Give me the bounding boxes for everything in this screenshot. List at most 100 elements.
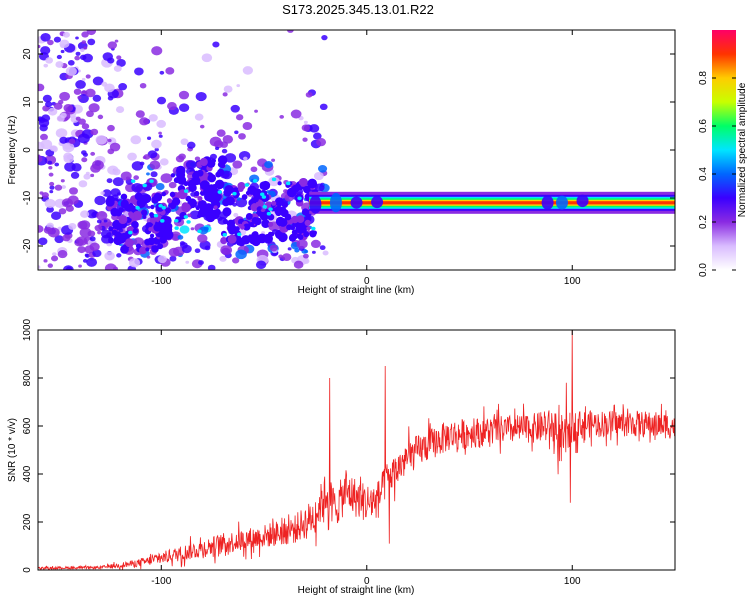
spectrogram-noise-blob xyxy=(62,31,70,38)
spectrogram-noise-blob xyxy=(38,265,41,269)
spectrogram-band-blob xyxy=(187,179,196,189)
spectrogram-band-blob xyxy=(306,226,311,231)
spectrogram-band-blob xyxy=(142,214,147,220)
spectrogram-band-blob xyxy=(118,215,128,225)
spectrogram-band-blob xyxy=(117,235,126,244)
colorbar-tick-label: 0.0 xyxy=(698,263,709,277)
spectrogram-noise-blob xyxy=(41,192,49,199)
spectrogram-band-blob xyxy=(296,233,301,238)
spectrogram-noise-blob xyxy=(48,166,53,170)
spectrogram-band-blob xyxy=(286,224,293,231)
spectrogram-noise-blob xyxy=(290,109,302,119)
spectrogram-band-blob xyxy=(173,177,180,184)
spectrogram-band-blob xyxy=(151,245,159,253)
spectrogram-band-blob xyxy=(275,216,285,226)
spectrogram-noise-blob xyxy=(75,236,88,246)
spectrogram-band-blob xyxy=(241,194,248,200)
spectrogram-band-blob xyxy=(162,229,171,239)
spectrogram-noise-blob xyxy=(236,197,241,201)
spectrogram-noise-blob xyxy=(313,171,324,181)
spectrogram-noise-blob xyxy=(286,30,294,33)
spectrogram-bright-spot xyxy=(161,205,166,210)
spectrogram-noise-blob xyxy=(154,147,159,152)
spectrogram-y-tick-label: 20 xyxy=(22,48,33,60)
spectrogram-band-blob xyxy=(149,217,156,224)
spectrogram-bright-spot xyxy=(271,177,277,182)
colorbar-tick-label: 0.4 xyxy=(698,167,709,181)
spectrogram-bright-spot xyxy=(186,220,191,224)
spectrogram-noise-blob xyxy=(38,44,41,49)
spectrogram-tone-wiggle xyxy=(309,195,322,214)
spectrogram-noise-blob xyxy=(95,135,107,145)
spectrogram-noise-blob xyxy=(77,220,88,230)
spectrogram-band-blob xyxy=(259,181,269,191)
spectrogram-noise-blob xyxy=(109,142,121,152)
spectrogram-band-blob xyxy=(150,204,155,210)
spectrogram-band-blob xyxy=(196,214,202,219)
spectrogram-bright-spot xyxy=(261,195,267,199)
spectrogram-band-blob xyxy=(217,161,224,168)
spectrogram-noise-blob xyxy=(75,51,81,56)
spectrogram-noise-blob xyxy=(81,90,87,94)
colorbar-label: Normalized spectral amplitude xyxy=(737,82,748,217)
spectrogram-noise-blob xyxy=(222,92,228,97)
spectrogram-noise-blob xyxy=(97,114,104,120)
spectrogram-noise-blob xyxy=(100,191,105,195)
spectrogram-noise-blob xyxy=(173,246,185,257)
spectrogram-noise-blob xyxy=(63,265,74,270)
spectrogram-noise-blob xyxy=(67,60,75,66)
spectrogram-band-blob xyxy=(268,221,274,227)
spectrogram-noise-blob xyxy=(167,102,177,111)
spectrogram-noise-blob xyxy=(49,145,57,152)
spectrogram-bright-spot xyxy=(252,179,258,183)
spectrogram-noise-blob xyxy=(63,154,74,164)
spectrogram-noise-blob xyxy=(209,153,217,160)
spectrogram-band-blob xyxy=(135,243,141,249)
snr-y-tick-label: 200 xyxy=(22,513,33,530)
spectrogram-noise-blob xyxy=(55,61,64,68)
spectrogram-noise-blob xyxy=(233,212,239,218)
spectrogram-noise-blob xyxy=(317,164,328,173)
spectrogram-tone-wiggle xyxy=(329,192,342,213)
spectrogram-noise-blob xyxy=(97,230,102,235)
spectrogram-noise-blob xyxy=(60,49,65,54)
spectrogram-noise-blob xyxy=(236,84,241,88)
spectrogram-noise-blob xyxy=(159,70,165,75)
snr-x-label: Height of straight line (km) xyxy=(298,585,415,596)
spectrogram-noise-blob xyxy=(255,260,267,269)
spectrogram-noise-blob xyxy=(46,206,54,213)
spectrogram-band-blob xyxy=(165,207,172,214)
spectrogram-bright-spot xyxy=(260,192,265,197)
spectrogram-noise-blob xyxy=(178,90,190,100)
spectrogram-band-blob xyxy=(181,203,191,213)
spectrogram-noise-blob xyxy=(54,184,63,191)
spectrogram-noise-blob xyxy=(151,46,163,56)
spectrogram-noise-blob xyxy=(49,190,54,194)
spectrogram-bright-spot xyxy=(311,226,316,231)
spectrogram-bright-spot xyxy=(135,205,140,210)
spectrogram-noise-blob xyxy=(60,179,65,183)
spectrogram-band-blob xyxy=(295,223,305,234)
spectrogram-noise-blob xyxy=(79,227,92,238)
spectrogram-band-blob xyxy=(199,180,210,191)
spectrogram-noise-blob xyxy=(143,154,151,160)
spectrogram-band-blob xyxy=(222,207,232,217)
spectrogram-noise-blob xyxy=(78,94,89,104)
spectrogram-band-blob xyxy=(204,191,214,202)
spectrogram-noise-blob xyxy=(78,180,88,188)
spectrogram-noise-blob xyxy=(118,83,128,91)
spectrogram-bright-spot xyxy=(158,203,163,208)
spectrogram-noise-blob xyxy=(158,131,162,135)
spectrogram-band-blob xyxy=(195,206,200,211)
spectrogram-noise-blob xyxy=(89,242,100,252)
spectrogram-bright-spot xyxy=(128,230,133,235)
spectrogram-noise-blob xyxy=(49,181,55,187)
snr-background xyxy=(38,330,675,570)
spectrogram-noise-blob xyxy=(185,260,190,264)
spectrogram-noise-blob xyxy=(58,208,67,215)
spectrogram-bright-spot xyxy=(174,226,179,230)
spectrogram-noise-blob xyxy=(44,155,57,165)
spectrogram-noise-blob xyxy=(235,114,244,121)
spectrogram-noise-blob xyxy=(238,133,246,140)
spectrogram-band-blob xyxy=(241,235,251,245)
